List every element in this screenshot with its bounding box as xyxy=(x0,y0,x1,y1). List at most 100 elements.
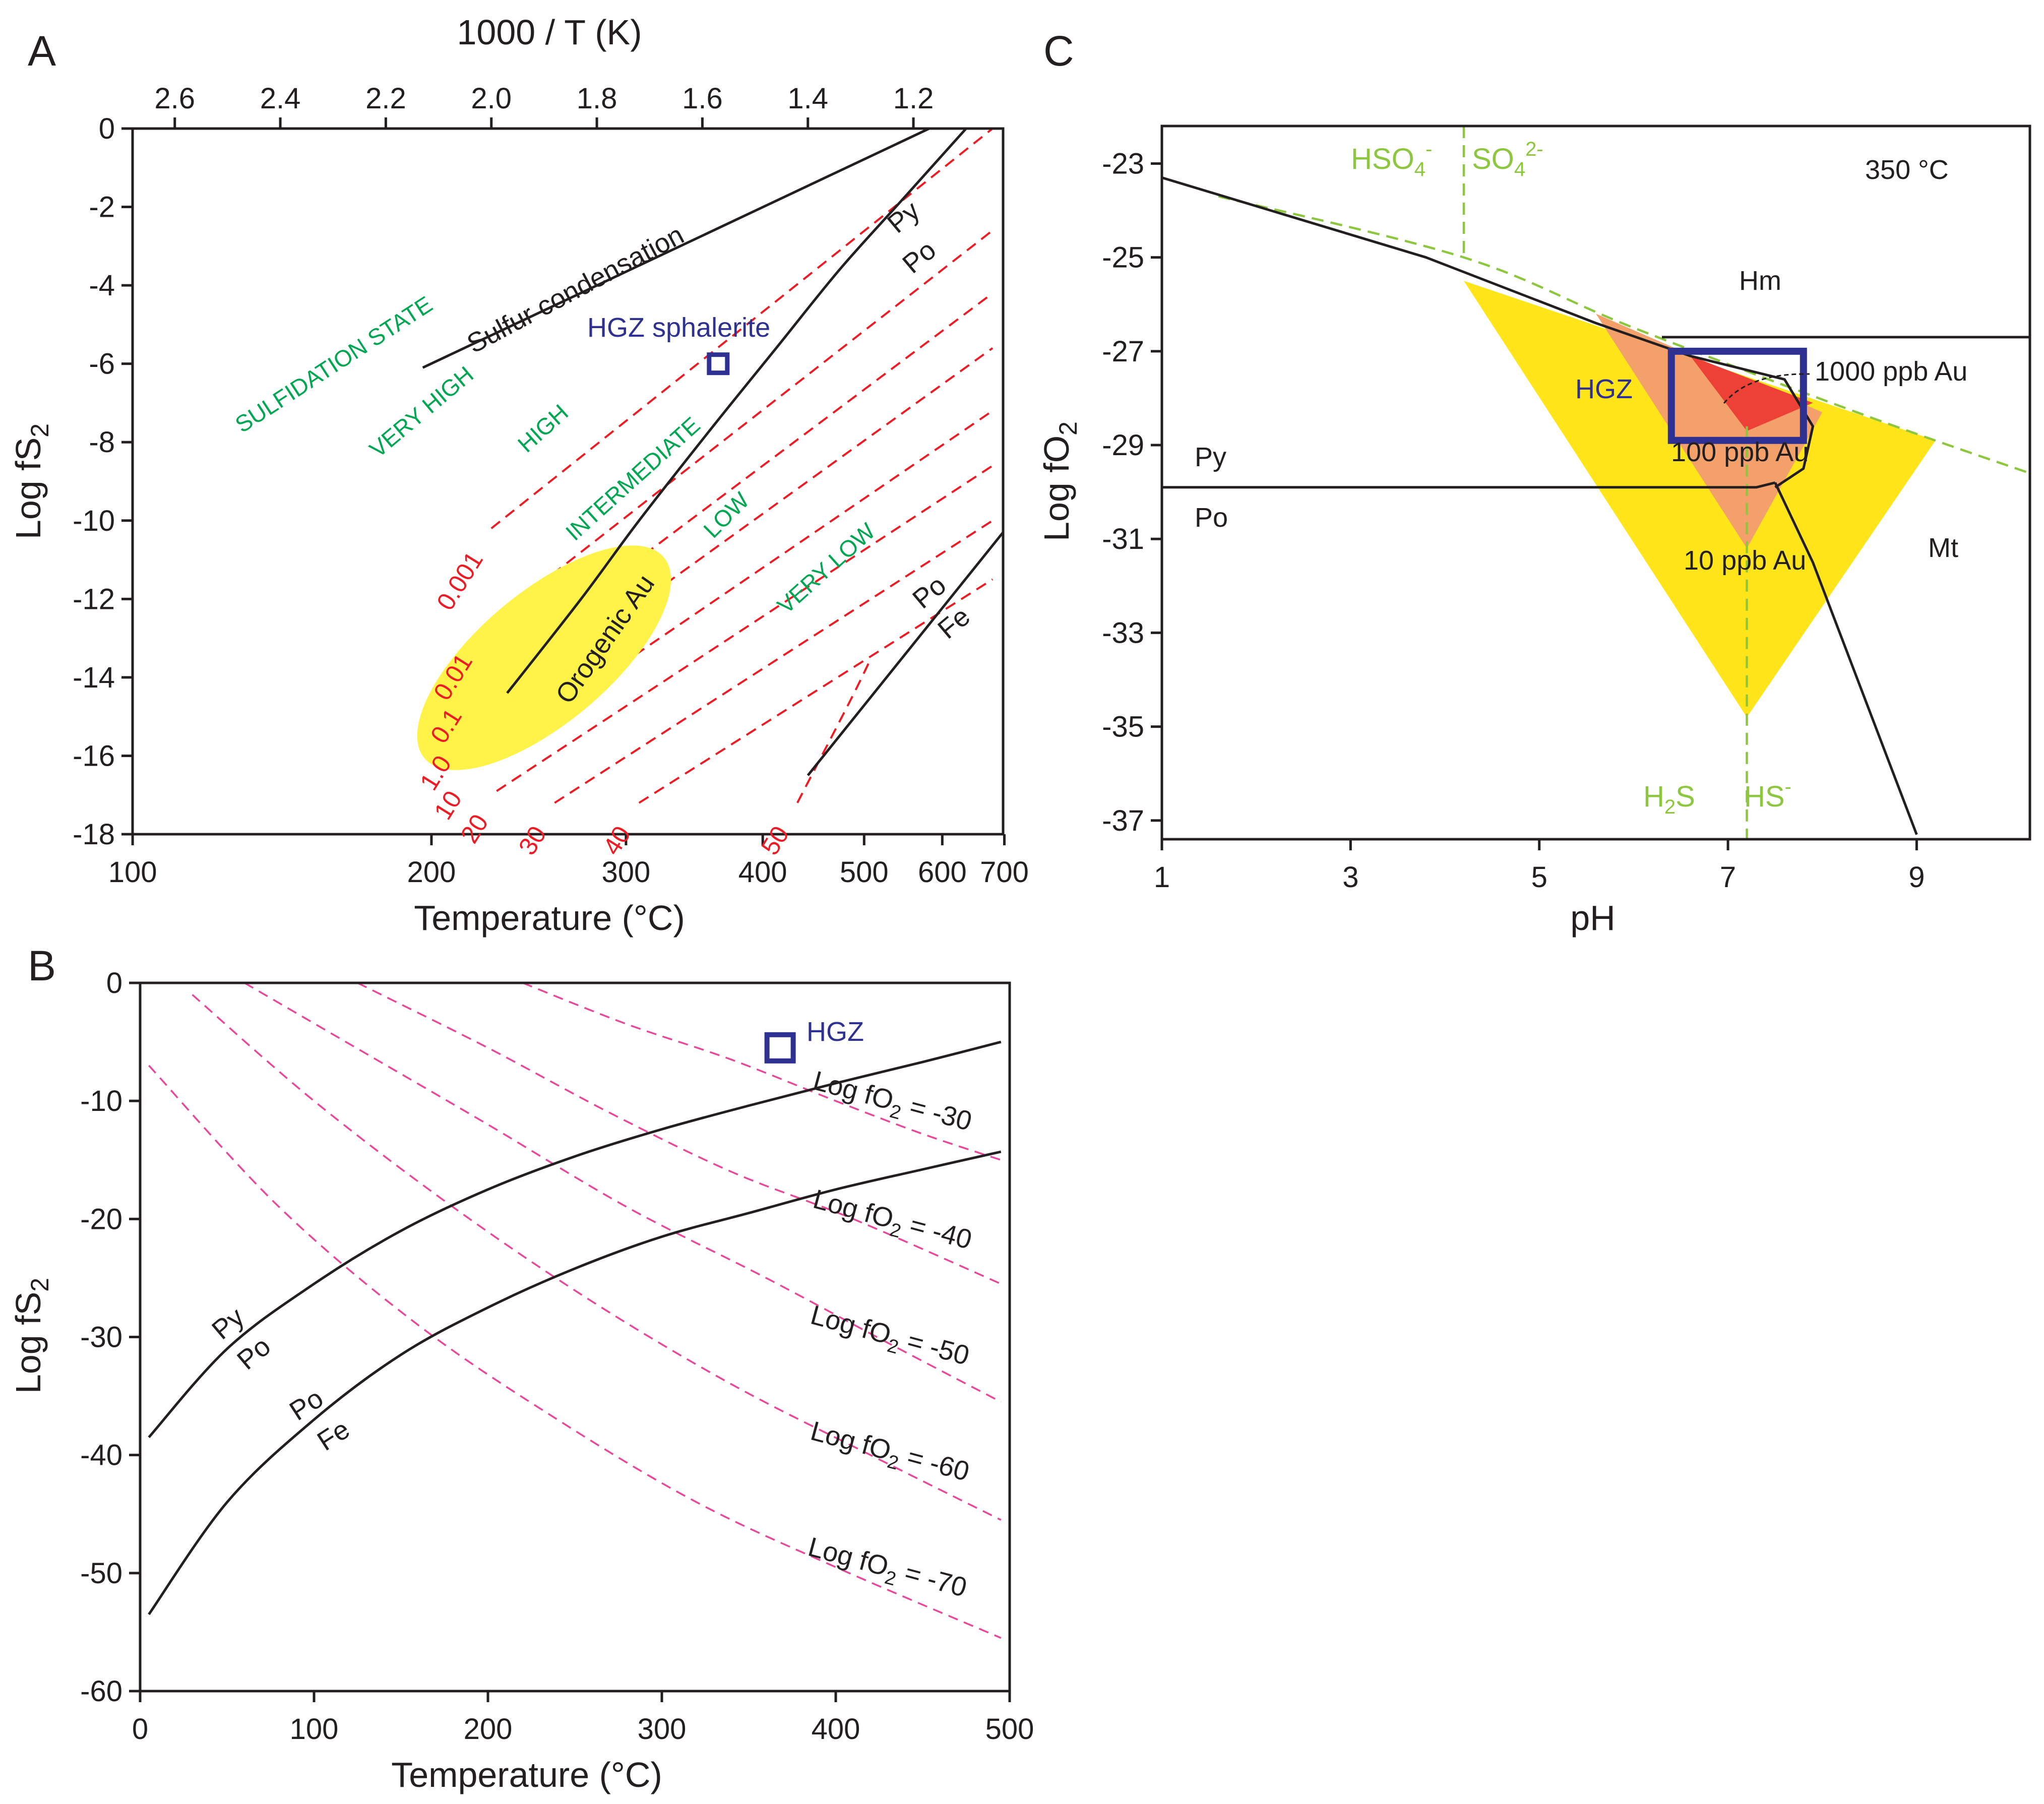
b-ytick-label: -60 xyxy=(80,1675,122,1708)
a-fe-label: Fe xyxy=(932,601,976,645)
a-x2tick-label: 2.6 xyxy=(154,82,195,115)
c-xtick-label: 9 xyxy=(1908,861,1925,894)
a-y-axis-label: Log fS2 xyxy=(9,423,54,539)
a-x2tick-label: 1.8 xyxy=(577,82,617,115)
hgz-sphalerite-marker xyxy=(707,352,730,376)
b-line-1 xyxy=(148,1150,1002,1615)
b-line-0 xyxy=(148,1040,1002,1439)
a-y-ticks: 0 -2 -4 -6 -8 -10 -12 -14 -16 -18 xyxy=(73,112,133,851)
c-ytick-label: -33 xyxy=(1102,616,1144,649)
b-boundary-lines xyxy=(148,1040,1002,1615)
a-isopleths xyxy=(459,128,994,804)
c-ytick-label: -23 xyxy=(1102,147,1144,180)
a-ytick-label: -18 xyxy=(73,818,115,851)
b-xtick-label: 500 xyxy=(985,1713,1034,1746)
isopleth-label-5: 20 xyxy=(455,810,494,848)
fo2-isobar-label-0: Log fO2 = -30 xyxy=(809,1066,975,1142)
a-x-axis-label: Temperature (°C) xyxy=(414,898,685,938)
c-boundary-3 xyxy=(1774,482,1918,835)
gold-field-1 xyxy=(1596,314,1823,548)
c-y-ticks: -23 -25 -27 -29 -31 -33 -35 -37 xyxy=(1102,147,1162,837)
b-y-ticks: 0 -10 -20 -30 -40 -50 -60 xyxy=(80,967,140,1708)
hm-label: Hm xyxy=(1739,266,1781,296)
panel-a: A 100 200 300 400 500 600 700 2.6 2.4 2.2 2.0 1.8 1… xyxy=(9,13,1029,938)
c-ytick-label: -37 xyxy=(1102,804,1144,837)
label-10-ppb: 10 ppb Au xyxy=(1684,545,1806,576)
a-xtick-label: 500 xyxy=(840,856,889,889)
c-po-label: Po xyxy=(1195,503,1228,533)
fo2-isobar-2 xyxy=(244,983,1002,1403)
low-label: LOW xyxy=(698,487,754,543)
c-py-label: Py xyxy=(1195,442,1226,472)
b-ytick-label: -50 xyxy=(80,1557,122,1590)
c-x-ticks: 1 3 5 7 9 xyxy=(1154,839,1925,894)
svg-text:Log fS2: Log fS2 xyxy=(9,1278,54,1394)
isopleth-0 xyxy=(490,128,994,529)
isopleth-6 xyxy=(554,520,994,804)
c-ytick-label: -29 xyxy=(1102,429,1144,462)
c-ylabel-sub: 2 xyxy=(1054,421,1082,436)
hgz-box xyxy=(1667,347,1807,444)
a-xtick-label: 300 xyxy=(602,856,651,889)
hgz-sphalerite-label: HGZ sphalerite xyxy=(587,313,770,343)
leader-1000-ppb xyxy=(1723,373,1810,404)
label-1000-ppb: 1000 ppb Au xyxy=(1815,356,1967,387)
label-100-ppb: 100 ppb Au xyxy=(1671,437,1809,467)
a-labels: Sulfur condensation Py Po Po Fe Orogenic… xyxy=(230,196,976,709)
a-ytick-label: -14 xyxy=(73,661,115,694)
a-xtick-label: 400 xyxy=(738,856,787,889)
b-xtick-label: 100 xyxy=(290,1713,339,1746)
a-x2tick-label: 2.0 xyxy=(471,82,512,115)
c-ytick-label: -27 xyxy=(1102,335,1144,368)
a-line-0 xyxy=(422,127,930,369)
a-line-1 xyxy=(506,128,967,694)
species-boundary-0 xyxy=(1218,195,2030,475)
a-ylabel-main: Log fS xyxy=(9,438,48,539)
so4-label: SO42- xyxy=(1472,138,1543,180)
c-y-axis-label: Log fO2 xyxy=(1037,421,1082,541)
b-ytick-label: -10 xyxy=(80,1085,122,1117)
isopleth-7 xyxy=(638,578,994,804)
a-xtick-label: 200 xyxy=(407,856,456,889)
fo2-isobar-0 xyxy=(522,983,1002,1161)
h2s-label: H2S xyxy=(1643,780,1695,818)
b-ytick-label: -40 xyxy=(80,1439,122,1472)
a-xtick-label: 100 xyxy=(108,856,157,889)
fo2-isobar-1 xyxy=(357,983,1002,1285)
fo2-isobar-label-3: Log fO2 = -60 xyxy=(806,1416,972,1492)
b-xtick-label: 200 xyxy=(464,1713,513,1746)
fo2-isobar-label-1: Log fO2 = -40 xyxy=(809,1184,975,1261)
b-ylabel-sub: 2 xyxy=(26,1278,54,1292)
c-ytick-label: -25 xyxy=(1102,241,1144,274)
c-mineral-boundaries xyxy=(1162,176,2030,835)
hso4-label: HSO4- xyxy=(1351,138,1432,180)
gold-field-0 xyxy=(1463,281,1936,717)
fo2-isobar-label-2: Log fO2 = -50 xyxy=(806,1300,972,1377)
isopleth-5 xyxy=(496,465,994,792)
a-x2tick-label: 1.2 xyxy=(893,82,934,115)
isopleth-4 xyxy=(469,410,994,769)
very-high-label: VERY HIGH xyxy=(364,361,478,462)
panel-c-frame xyxy=(1160,125,2031,841)
isopleth-label-7: 40 xyxy=(597,821,636,860)
hgz-label-b: HGZ xyxy=(807,1017,864,1047)
orogenic-au-field xyxy=(417,545,671,770)
a-py-label: Py xyxy=(882,196,925,239)
c-xtick-label: 5 xyxy=(1531,861,1547,894)
isopleth-8 xyxy=(796,657,873,803)
panel-c-label: C xyxy=(1043,27,1074,75)
c-boundary-0 xyxy=(1162,176,1814,488)
c-xtick-label: 1 xyxy=(1154,861,1170,894)
panel-a-label: A xyxy=(28,27,56,75)
c-xtick-label: 3 xyxy=(1342,861,1358,894)
a-ylabel-sub: 2 xyxy=(26,423,54,438)
a-po-label: Po xyxy=(897,235,942,279)
fo2-isobar-label-4: Log fO2 = -70 xyxy=(803,1532,970,1608)
c-ylabel-main: Log fO xyxy=(1037,436,1076,541)
a-ytick-label: -10 xyxy=(73,505,115,537)
a-po2-label: Po xyxy=(907,570,952,614)
b-fo2-isobars xyxy=(148,983,1002,1639)
a-ytick-label: -16 xyxy=(73,739,115,772)
c-ytick-label: -35 xyxy=(1102,711,1144,743)
